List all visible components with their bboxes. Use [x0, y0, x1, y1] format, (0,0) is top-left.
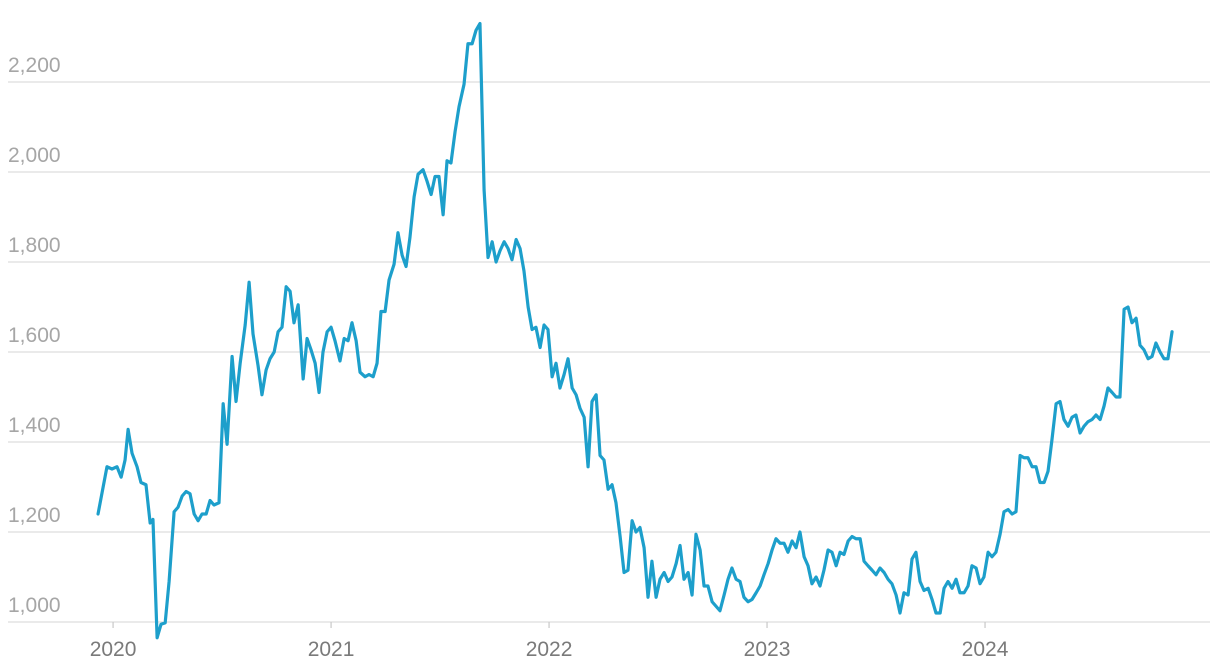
y-tick-label: 1,400: [8, 414, 61, 437]
y-tick-label: 2,200: [8, 54, 61, 77]
y-tick-label: 2,000: [8, 144, 61, 167]
x-tick-label: 2020: [90, 638, 137, 661]
x-tick-label: 2023: [744, 638, 791, 661]
y-tick-label: 1,600: [8, 324, 61, 347]
y-tick-label: 1,000: [8, 594, 61, 617]
x-tick-label: 2021: [308, 638, 355, 661]
data-line: [96, 21, 1174, 640]
y-tick-label: 1,200: [8, 504, 61, 527]
y-tick-label: 1,800: [8, 234, 61, 257]
x-tick-label: 2022: [526, 638, 573, 661]
x-tick-label: 2024: [962, 638, 1009, 661]
